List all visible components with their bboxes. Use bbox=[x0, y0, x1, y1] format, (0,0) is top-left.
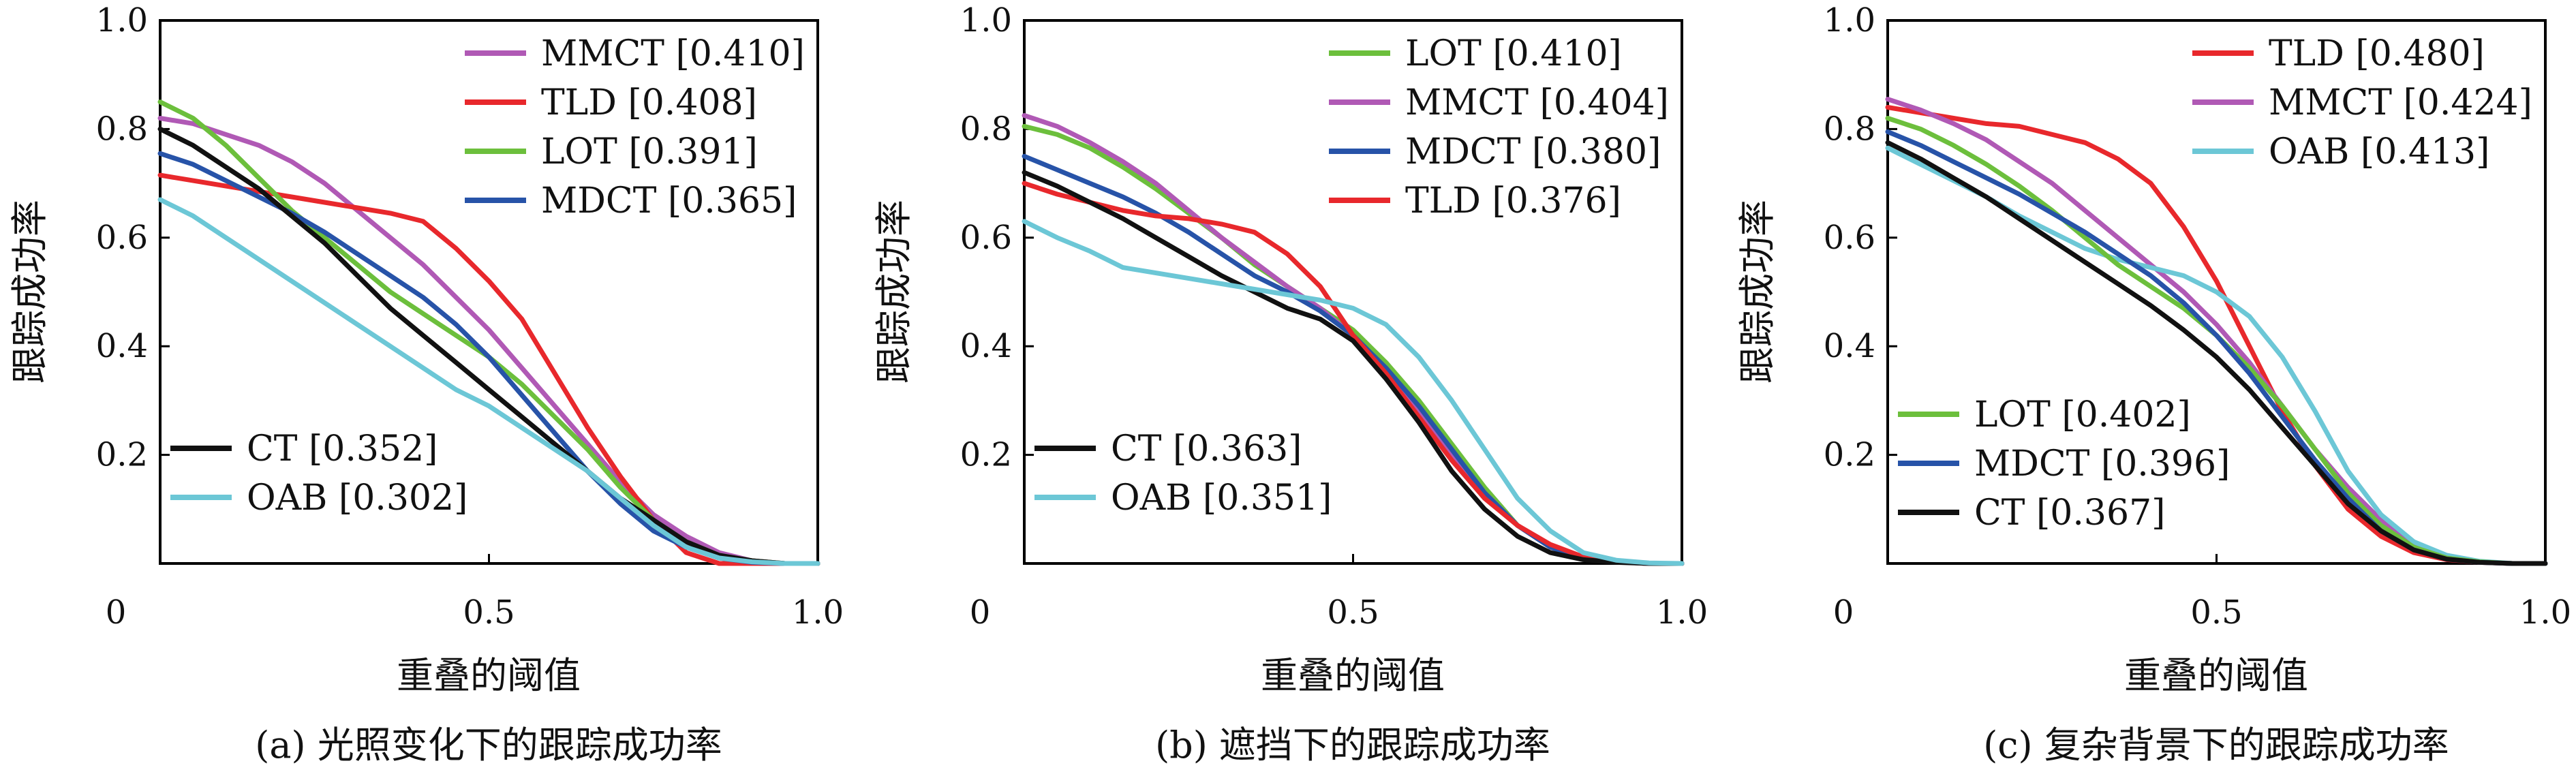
x-tick-label: 1.0 bbox=[2519, 593, 2571, 632]
legend-label-ct: CT [0.367] bbox=[1974, 493, 2165, 533]
x-axis-label: 重叠的阈值 bbox=[397, 654, 581, 697]
y-tick-label: 0.6 bbox=[1824, 219, 1875, 257]
y-tick-label: 0.4 bbox=[1824, 327, 1875, 365]
legend-label-lot: LOT [0.410] bbox=[1405, 33, 1622, 74]
y-tick-group: 0.2 0.4 0.6 0.8 1.0 bbox=[960, 1, 1034, 474]
legend-bottom-left: CT [0.352] OAB [0.302] bbox=[170, 429, 467, 518]
legend-bottom-left: LOT [0.402] MDCT [0.396] CT [0.367] bbox=[1898, 394, 2230, 533]
x-tick-label: 0.5 bbox=[2190, 593, 2242, 632]
legend-label-oab: OAB [0.351] bbox=[1111, 478, 1332, 518]
x-tick-group: 0 0.5 1.0 bbox=[970, 554, 1708, 632]
series-line-oab bbox=[157, 197, 821, 566]
y-tick-label: 0.6 bbox=[96, 219, 148, 257]
legend-label-lot: LOT [0.402] bbox=[1974, 394, 2191, 435]
x-tick-label: 0 bbox=[106, 593, 127, 632]
legend-label-mmct: MMCT [0.404] bbox=[1405, 82, 1669, 123]
legend-label-mmct: MMCT [0.410] bbox=[541, 33, 805, 74]
legend-bottom-left: CT [0.363] OAB [0.351] bbox=[1034, 429, 1332, 518]
legend-top-right: LOT [0.410] MMCT [0.404] MDCT [0.380] TLD [… bbox=[1329, 33, 1669, 221]
series-line-oab bbox=[1022, 219, 1685, 566]
series-group bbox=[1885, 97, 2548, 566]
panel-a: 0.2 0.4 0.6 0.8 1.0 0 0.5 1.0 MMCT [0.410] TLD … bbox=[8, 1, 844, 767]
y-axis-label: 跟踪成功率 bbox=[872, 200, 915, 384]
y-tick-label: 1.0 bbox=[1824, 1, 1875, 40]
legend-label-oab: OAB [0.413] bbox=[2269, 131, 2489, 172]
legend-label-lot: LOT [0.391] bbox=[541, 131, 758, 172]
x-tick-label: 0 bbox=[970, 593, 991, 632]
legend-label-mmct: MMCT [0.424] bbox=[2269, 82, 2532, 123]
legend-label-ct: CT [0.352] bbox=[247, 429, 438, 469]
series-line-ct bbox=[157, 126, 821, 566]
y-tick-label: 0.2 bbox=[96, 436, 148, 474]
y-axis-label: 跟踪成功率 bbox=[8, 200, 51, 384]
y-tick-label: 0.4 bbox=[96, 327, 148, 365]
series-line-mmct bbox=[157, 116, 821, 566]
x-tick-label: 0 bbox=[1833, 593, 1854, 632]
x-tick-label: 1.0 bbox=[792, 593, 844, 632]
y-tick-label: 0.8 bbox=[1824, 110, 1875, 148]
legend-top-right: MMCT [0.410] TLD [0.408] LOT [0.391] MDCT [… bbox=[465, 33, 805, 221]
series-line-ct bbox=[1022, 170, 1685, 566]
legend-label-ct: CT [0.363] bbox=[1111, 429, 1302, 469]
y-tick-label: 1.0 bbox=[96, 1, 148, 40]
y-tick-label: 0.4 bbox=[960, 327, 1012, 365]
legend-label-mdct: MDCT [0.365] bbox=[541, 181, 797, 221]
y-axis-label: 跟踪成功率 bbox=[1736, 200, 1779, 384]
x-axis-label: 重叠的阈值 bbox=[1261, 654, 1445, 697]
x-axis-label: 重叠的阈值 bbox=[2124, 654, 2308, 697]
y-tick-group: 0.2 0.4 0.6 0.8 1.0 bbox=[1824, 1, 1897, 474]
panel-c: 0.2 0.4 0.6 0.8 1.0 0 0.5 1.0 TLD [0.480] MMCT … bbox=[1736, 1, 2571, 767]
series-group bbox=[1022, 113, 1685, 566]
legend-label-tld: TLD [0.376] bbox=[1405, 181, 1621, 221]
legend-label-tld: TLD [0.480] bbox=[2269, 33, 2485, 74]
y-tick-label: 0.6 bbox=[960, 219, 1012, 257]
y-tick-label: 0.8 bbox=[960, 110, 1012, 148]
panel-b: 0.2 0.4 0.6 0.8 1.0 0 0.5 1.0 LOT [0.410] MMCT … bbox=[872, 1, 1708, 767]
x-tick-group: 0 0.5 1.0 bbox=[106, 554, 844, 632]
legend-label-mdct: MDCT [0.396] bbox=[1974, 444, 2230, 484]
legend-label-mdct: MDCT [0.380] bbox=[1405, 131, 1661, 172]
legend-top-right: TLD [0.480] MMCT [0.424] OAB [0.413] bbox=[2192, 33, 2532, 172]
y-tick-label: 0.2 bbox=[1824, 436, 1875, 474]
legend-label-oab: OAB [0.302] bbox=[247, 478, 467, 518]
x-tick-label: 0.5 bbox=[1327, 593, 1379, 632]
y-tick-label: 1.0 bbox=[960, 1, 1012, 40]
series-line-ct bbox=[1885, 140, 2548, 566]
x-tick-group: 0 0.5 1.0 bbox=[1833, 554, 2571, 632]
series-line-tld bbox=[157, 172, 821, 566]
y-tick-label: 0.8 bbox=[96, 110, 148, 148]
series-line-tld bbox=[1022, 181, 1685, 566]
x-tick-label: 0.5 bbox=[463, 593, 515, 632]
legend-label-tld: TLD [0.408] bbox=[541, 82, 757, 123]
y-tick-group: 0.2 0.4 0.6 0.8 1.0 bbox=[96, 1, 170, 474]
x-tick-label: 1.0 bbox=[1656, 593, 1708, 632]
panel-caption: (a) 光照变化下的跟踪成功率 bbox=[255, 724, 722, 767]
panel-caption: (b) 遮挡下的跟踪成功率 bbox=[1155, 724, 1550, 767]
y-tick-label: 0.2 bbox=[960, 436, 1012, 474]
series-group bbox=[157, 99, 821, 566]
panel-caption: (c) 复杂背景下的跟踪成功率 bbox=[1983, 724, 2449, 767]
